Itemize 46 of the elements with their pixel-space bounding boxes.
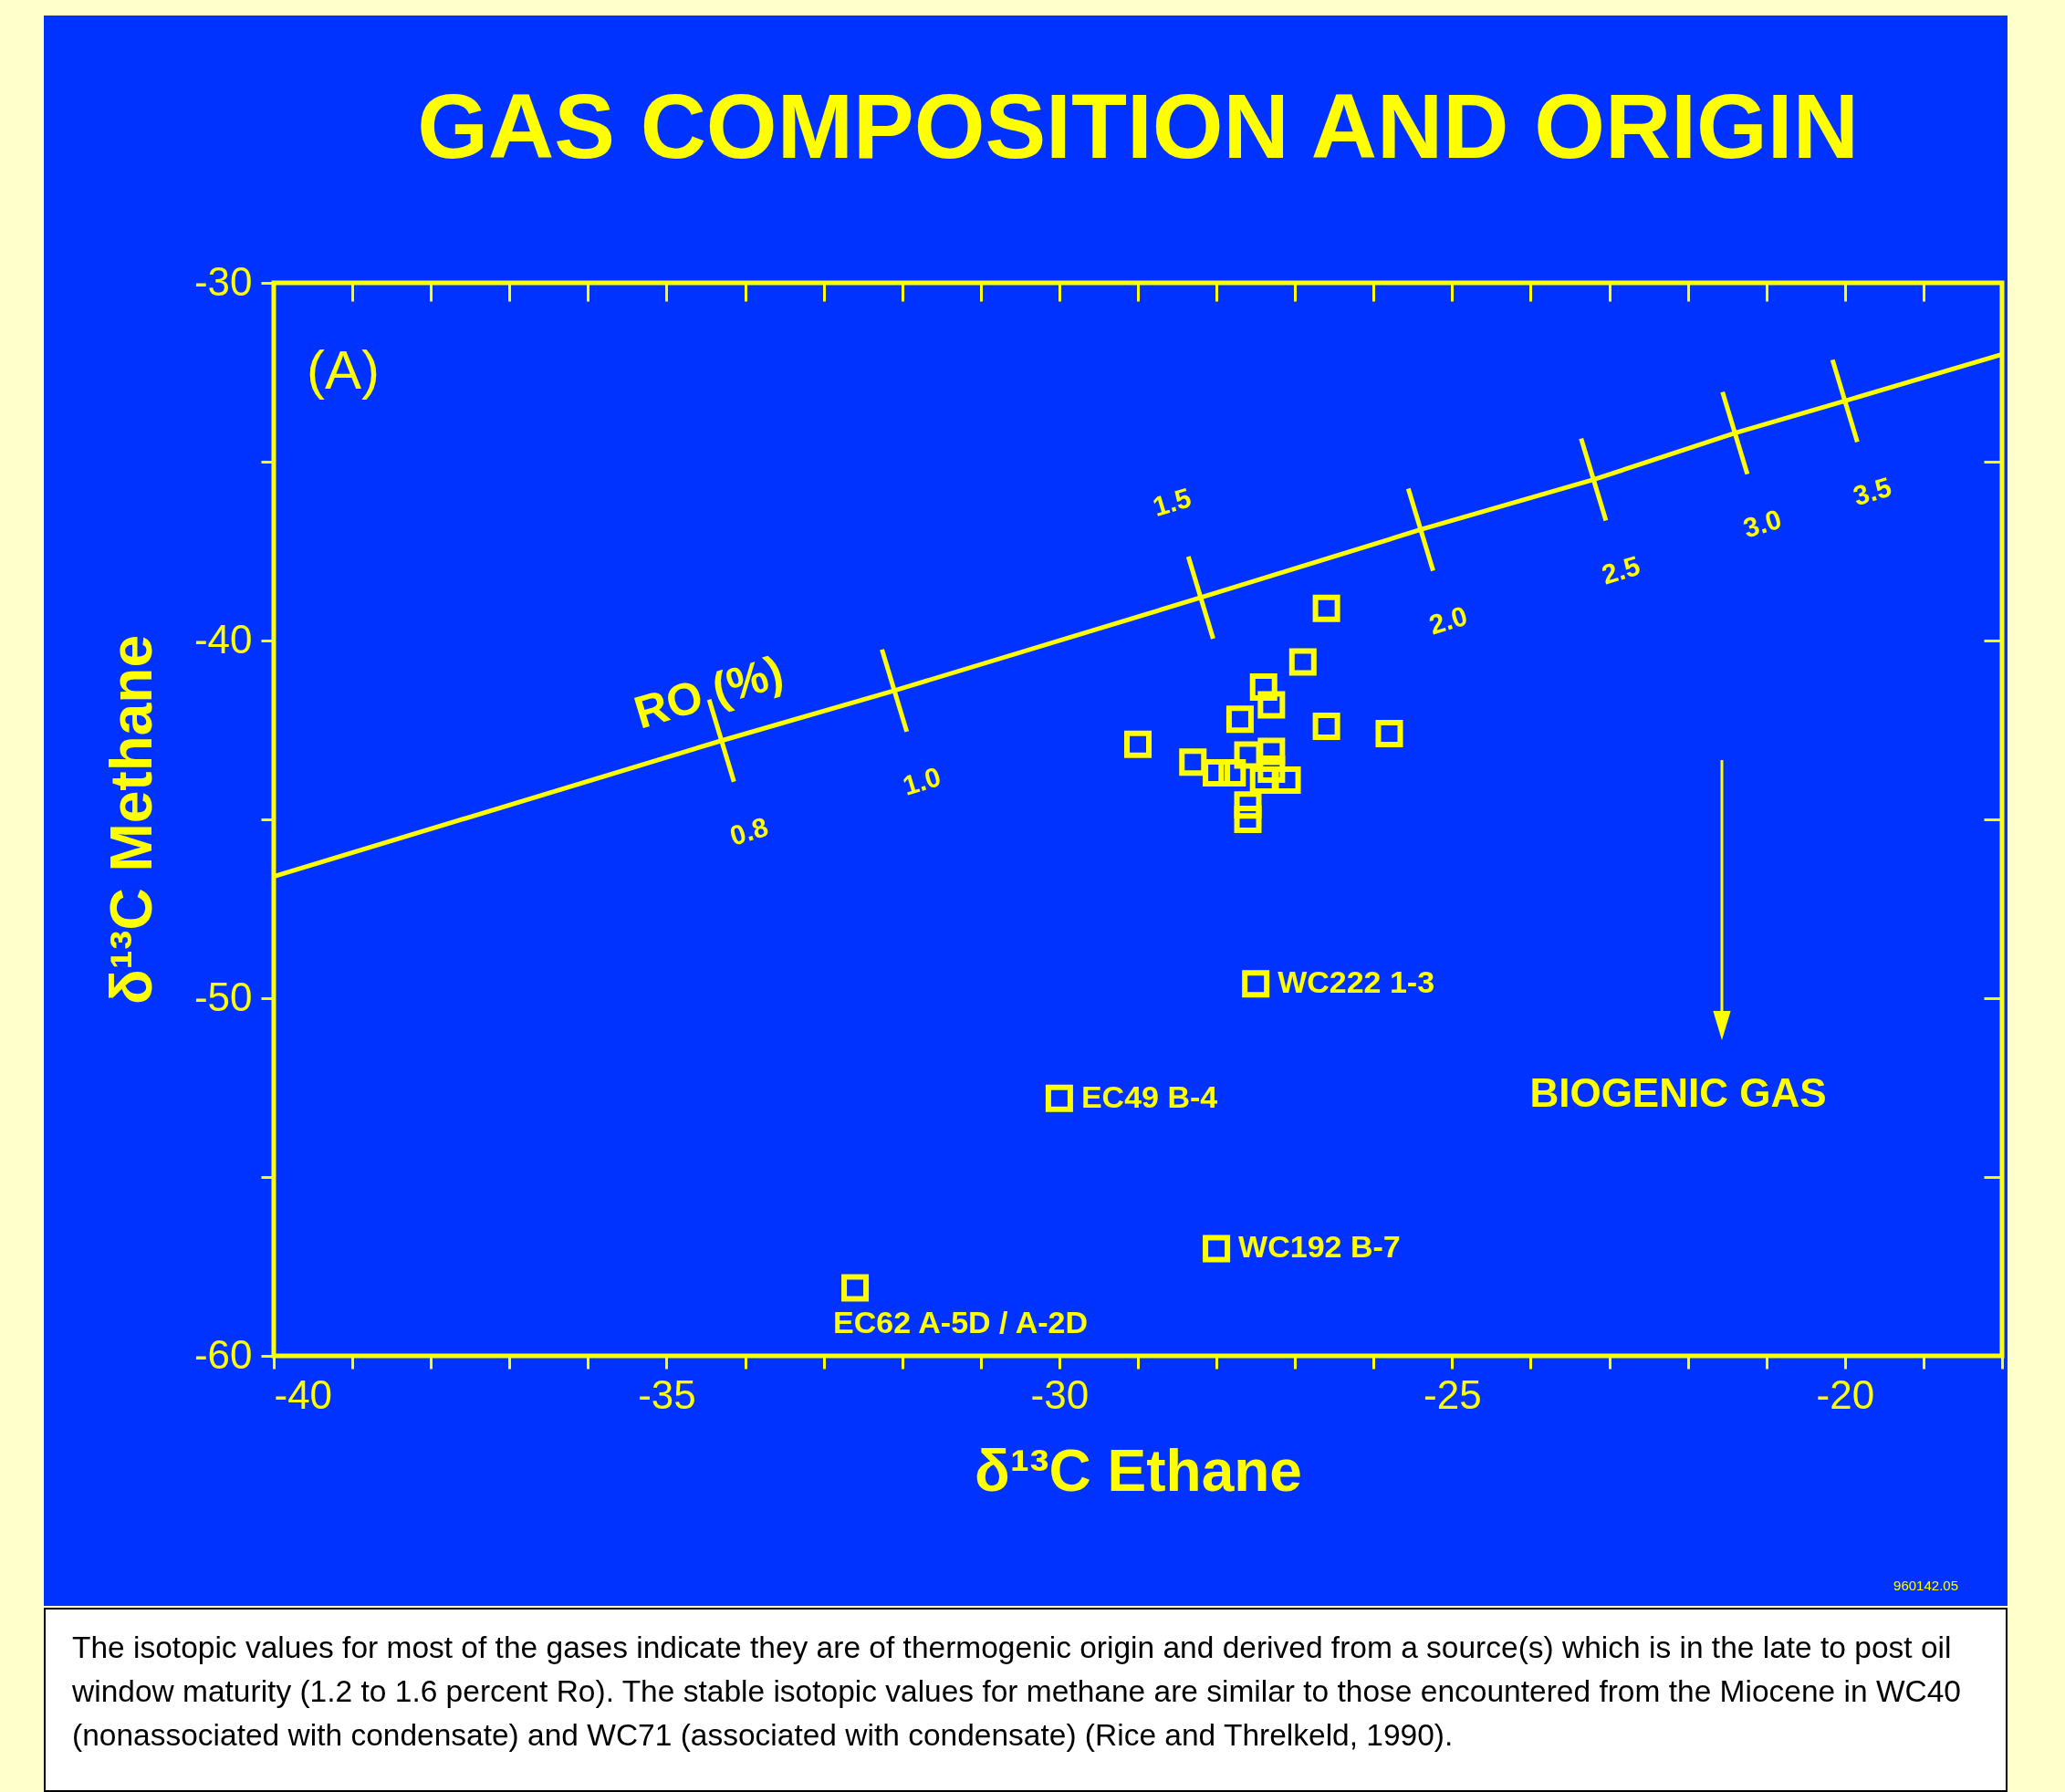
annotation: 1.5 (1149, 482, 1194, 522)
point (1124, 730, 1152, 758)
x-tick-label: -40 (274, 1371, 333, 1417)
annotation: (A) (307, 339, 380, 401)
point (1242, 970, 1270, 998)
point (1257, 737, 1286, 766)
point (1218, 759, 1246, 787)
y-tick-label: -30 (193, 258, 253, 304)
annotation: BIOGENIC GAS (1529, 1070, 1827, 1115)
text: 960142.05 (1893, 1578, 1958, 1593)
annotation: 3.0 (1739, 503, 1785, 544)
point (1375, 719, 1403, 747)
chart-title: GAS COMPOSITION AND ORIGIN (417, 75, 1859, 177)
annotation: EC62 A-5D / A-2D (833, 1304, 1089, 1339)
point (1179, 748, 1207, 776)
x-tick-label: -30 (1030, 1371, 1090, 1417)
annotation: 0.8 (725, 811, 772, 851)
annotation: EC49 B-4 (1080, 1078, 1218, 1114)
y-axis-title: δ¹³C Methane (98, 634, 164, 1005)
y-tick-label: -40 (193, 616, 253, 662)
y-tick-label: -60 (193, 1331, 253, 1377)
point (841, 1274, 870, 1302)
point (1203, 759, 1231, 787)
annotation: 1.0 (899, 761, 944, 801)
annotation: WC192 B-7 (1238, 1229, 1401, 1265)
point (1225, 705, 1254, 734)
point (1203, 1235, 1231, 1263)
annotation: 2.5 (1598, 549, 1644, 590)
point (1312, 594, 1340, 622)
point (1045, 1084, 1073, 1112)
annotation: WC222 1-3 (1278, 964, 1435, 1000)
point (1234, 791, 1262, 819)
x-axis-title: δ¹³C Ethane (975, 1437, 1302, 1504)
point (1234, 806, 1262, 833)
point (1288, 648, 1317, 676)
annotation: 2.0 (1425, 599, 1471, 641)
point (1312, 713, 1340, 741)
y-tick-label: -50 (193, 974, 253, 1019)
point (1257, 691, 1286, 719)
text: The isotopic values for most of the gases indicate they are of thermogenic origin and derived from a source(s) which is in the late to post oil window maturity (1.2 to 1.6 percent Ro). The stable isotopic values for methane are similar to those encountered from the Miocene in WC40 (nonassociated with condensate) and WC71 (associated with condensate) (Rice and Threlkeld, 1990). (44, 1608, 2008, 1792)
x-tick-label: -35 (638, 1371, 696, 1417)
annotation: 3.5 (1850, 471, 1895, 512)
x-tick-label: -20 (1816, 1371, 1875, 1417)
legend-label: RO (%) (628, 645, 789, 739)
x-tick-label: -25 (1424, 1371, 1482, 1417)
point (1249, 672, 1278, 701)
